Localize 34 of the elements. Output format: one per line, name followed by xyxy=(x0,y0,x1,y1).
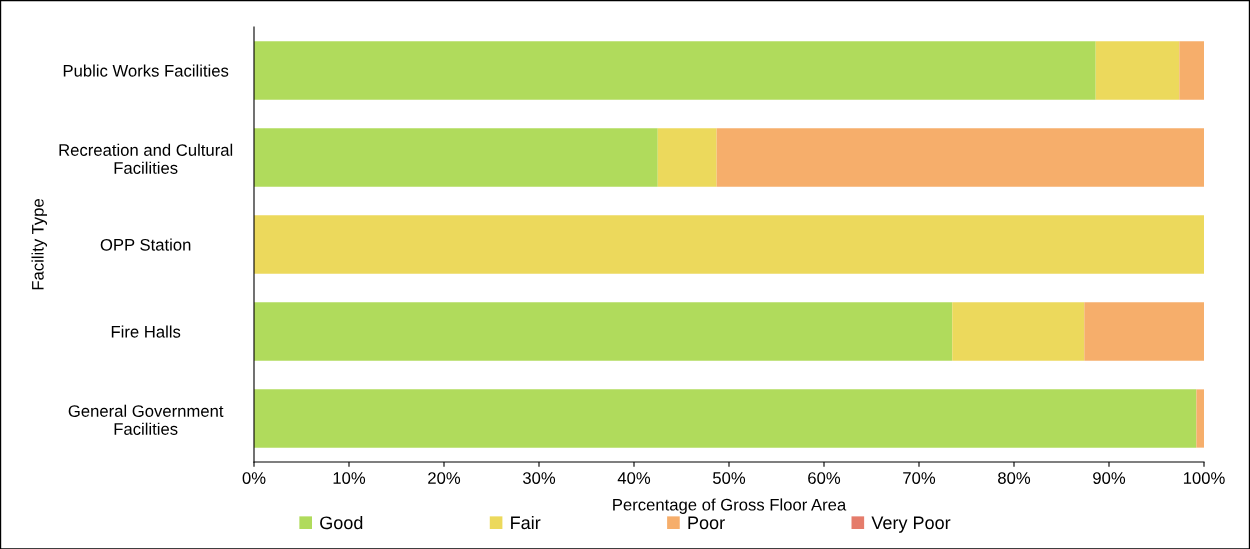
x-tick-label: 100% xyxy=(1183,472,1225,484)
y-tick-label: Fire Halls xyxy=(111,325,181,338)
x-tick-label: 20% xyxy=(428,472,461,484)
bar xyxy=(1095,41,1180,100)
y-tick-label: OPP Station xyxy=(100,238,191,251)
x-tick-label: 0% xyxy=(242,472,266,484)
bar xyxy=(1179,41,1204,100)
legend-label: Very Poor xyxy=(871,516,951,533)
bar xyxy=(254,302,953,361)
bar xyxy=(716,128,1204,187)
y-tick-label: General Government Facilities xyxy=(68,404,224,435)
bar xyxy=(1196,389,1204,448)
x-axis-title: Percentage of Gross Floor Area xyxy=(613,498,847,514)
bar xyxy=(657,128,717,187)
bar xyxy=(1084,302,1204,361)
legend-label: Fair xyxy=(511,515,541,530)
x-tick-label: 70% xyxy=(903,472,936,484)
bar xyxy=(952,302,1085,361)
x-tick-label: 90% xyxy=(1093,472,1126,484)
x-tick-label: 30% xyxy=(522,472,556,484)
x-tick-label: 40% xyxy=(617,472,651,484)
bar xyxy=(254,128,658,187)
bar xyxy=(254,41,1096,100)
y-tick-label: Public Works Facilities xyxy=(63,64,229,77)
legend-label: Poor xyxy=(688,516,725,530)
legend-label: Good xyxy=(320,515,363,530)
x-tick-label: 10% xyxy=(333,472,366,484)
bar xyxy=(254,215,1204,274)
y-tick-label: Recreation and Cultural Facilities xyxy=(59,143,233,174)
x-tick-label: 60% xyxy=(808,472,841,484)
x-tick-label: 50% xyxy=(712,472,746,484)
bar xyxy=(254,389,1197,448)
y-axis-title: Facility Type xyxy=(31,199,48,290)
x-tick-label: 80% xyxy=(998,472,1031,484)
